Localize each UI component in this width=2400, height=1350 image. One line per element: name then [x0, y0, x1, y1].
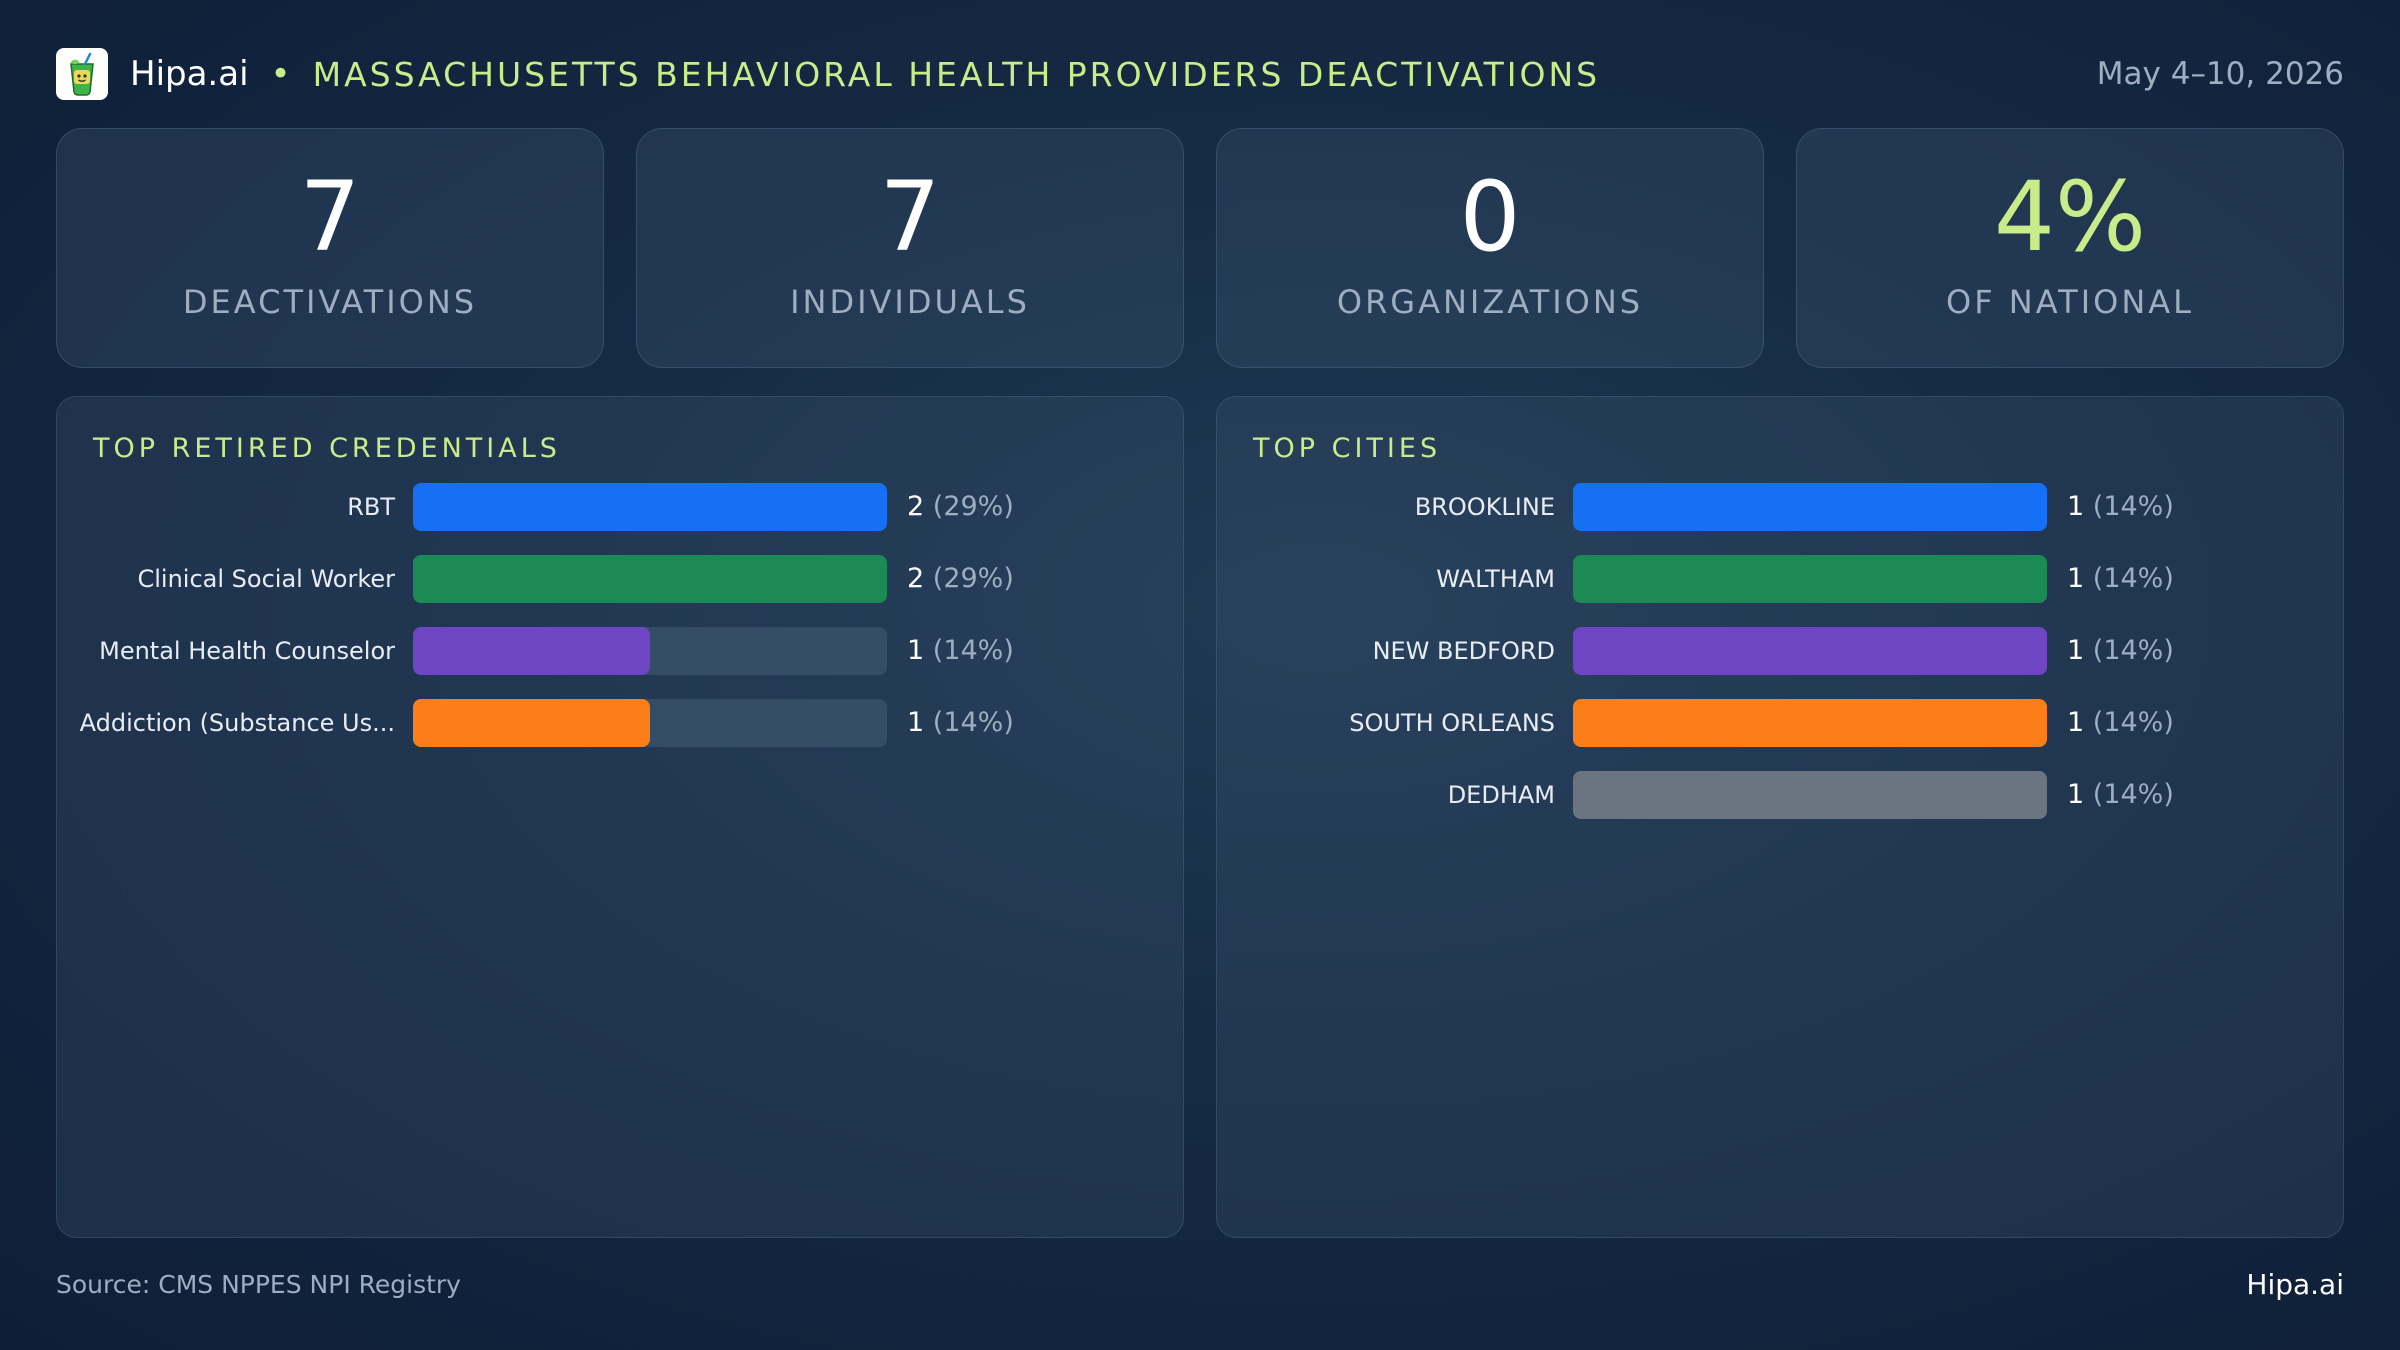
bar-percent: (29%) [932, 563, 1014, 594]
kpi-card-deactivations: 7 DEACTIVATIONS [56, 128, 604, 368]
kpi-card-individuals: 7 INDIVIDUALS [636, 128, 1184, 368]
kpi-value: 4% [1993, 161, 2147, 273]
bar-track [413, 483, 887, 531]
bar-count: 1 [2067, 491, 2085, 522]
kpi-label: INDIVIDUALS [790, 283, 1030, 321]
bar [413, 699, 650, 747]
bar-track [1573, 699, 2047, 747]
kpi-value: 7 [299, 161, 361, 273]
bar [413, 627, 650, 675]
bar-value-label: 1 (14%) [907, 699, 1014, 747]
bar-count: 1 [907, 707, 925, 738]
bar-track [413, 555, 887, 603]
bar-percent: (29%) [932, 491, 1014, 522]
bar-category-label: SOUTH ORLEANS [1349, 709, 1555, 737]
bar-count: 1 [2067, 635, 2085, 666]
bar-category-label: Clinical Social Worker [137, 565, 395, 593]
bar-category-label: Addiction (Substance Us... [79, 709, 395, 737]
kpi-card-national-share: 4% OF NATIONAL [1796, 128, 2344, 368]
bar [1573, 555, 2047, 603]
bar-track [1573, 627, 2047, 675]
kpi-label: OF NATIONAL [1946, 283, 2194, 321]
bar-category-label: WALTHAM [1436, 565, 1555, 593]
kpi-value: 0 [1459, 161, 1521, 273]
panel-title: TOP CITIES [1253, 433, 1442, 464]
bar-value-label: 2 (29%) [907, 483, 1014, 531]
bar-count: 2 [907, 491, 925, 522]
source-note: Source: CMS NPPES NPI Registry [56, 1270, 461, 1299]
kpi-row: 7 DEACTIVATIONS 7 INDIVIDUALS 0 ORGANIZA… [56, 128, 2344, 368]
bar-percent: (14%) [2092, 635, 2174, 666]
bar-percent: (14%) [2092, 779, 2174, 810]
bar-percent: (14%) [932, 707, 1014, 738]
bar-category-label: DEDHAM [1447, 781, 1555, 809]
bar-row: WALTHAM 1 (14%) [1217, 555, 2343, 603]
bar-category-label: NEW BEDFORD [1372, 637, 1555, 665]
bar-row: NEW BEDFORD 1 (14%) [1217, 627, 2343, 675]
bar-count: 2 [907, 563, 925, 594]
bar [1573, 483, 2047, 531]
bar-row: BROOKLINE 1 (14%) [1217, 483, 2343, 531]
bar-track [1573, 555, 2047, 603]
bar-count: 1 [907, 635, 925, 666]
footer-brand: Hipa.ai [2246, 1268, 2344, 1301]
bar-row: Clinical Social Worker 2 (29%) [57, 555, 1183, 603]
bar-track [413, 627, 887, 675]
kpi-label: ORGANIZATIONS [1336, 283, 1644, 321]
bar-row: Mental Health Counselor 1 (14%) [57, 627, 1183, 675]
cocktail-cup-icon [56, 48, 108, 100]
bar-value-label: 1 (14%) [2067, 771, 2174, 819]
bar-row: SOUTH ORLEANS 1 (14%) [1217, 699, 2343, 747]
bar-category-label: RBT [347, 493, 395, 521]
bar-row: DEDHAM 1 (14%) [1217, 771, 2343, 819]
credentials-panel: TOP RETIRED CREDENTIALS RBT 2 (29%) Clinic… [56, 396, 1184, 1238]
page-title: MASSACHUSETTS BEHAVIORAL HEALTH PROVIDER… [312, 54, 1601, 94]
bar-row: RBT 2 (29%) [57, 483, 1183, 531]
bar-value-label: 1 (14%) [2067, 483, 2174, 531]
bar-value-label: 1 (14%) [2067, 699, 2174, 747]
bar [1573, 699, 2047, 747]
brand-name: Hipa.ai [130, 54, 249, 94]
date-range: May 4–10, 2026 [2096, 56, 2344, 92]
cities-panel: TOP CITIES BROOKLINE 1 (14%) WALTHAM 1 (14%… [1216, 396, 2344, 1238]
bar-category-label: BROOKLINE [1414, 493, 1555, 521]
header-separator: • [270, 54, 291, 94]
bar [413, 555, 887, 603]
bar [1573, 771, 2047, 819]
bar-percent: (14%) [2092, 707, 2174, 738]
bar-value-label: 1 (14%) [907, 627, 1014, 675]
header: Hipa.ai • MASSACHUSETTS BEHAVIORAL HEALT… [56, 46, 2344, 102]
bar [413, 483, 887, 531]
bar-count: 1 [2067, 563, 2085, 594]
bar-percent: (14%) [2092, 491, 2174, 522]
bar-value-label: 1 (14%) [2067, 555, 2174, 603]
bar-track [413, 699, 887, 747]
bar-percent: (14%) [2092, 563, 2174, 594]
bar-value-label: 2 (29%) [907, 555, 1014, 603]
bar-percent: (14%) [932, 635, 1014, 666]
kpi-card-organizations: 0 ORGANIZATIONS [1216, 128, 1764, 368]
kpi-value: 7 [879, 161, 941, 273]
bar-value-label: 1 (14%) [2067, 627, 2174, 675]
bar-row: Addiction (Substance Us... 1 (14%) [57, 699, 1183, 747]
panel-title: TOP RETIRED CREDENTIALS [93, 433, 561, 464]
bar-track [1573, 771, 2047, 819]
bar [1573, 627, 2047, 675]
bar-category-label: Mental Health Counselor [99, 637, 395, 665]
bar-count: 1 [2067, 707, 2085, 738]
bar-count: 1 [2067, 779, 2085, 810]
bar-track [1573, 483, 2047, 531]
kpi-label: DEACTIVATIONS [182, 283, 478, 321]
